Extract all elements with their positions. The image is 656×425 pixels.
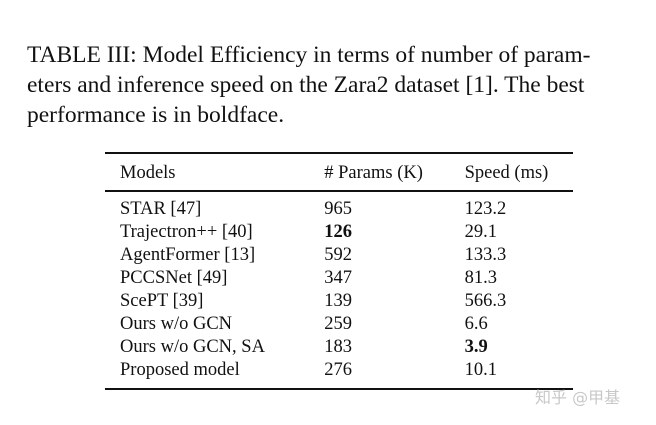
params-value: 259 (324, 313, 352, 334)
caption-line: performance is in boldface. (27, 102, 285, 128)
table-row: Ours w/o GCN 259 6.6 (105, 313, 573, 336)
params-value: 183 (324, 336, 352, 357)
model-name: AgentFormer [13] (120, 244, 256, 265)
efficiency-table: Models # Params (K) Speed (ms) STAR [47]… (105, 152, 573, 390)
column-header-speed: Speed (ms) (464, 163, 549, 183)
table-row: Trajectron++ [40] 126 29.1 (105, 221, 573, 244)
model-name: ScePT [39] (120, 290, 204, 311)
speed-value: 133.3 (464, 244, 507, 265)
bottom-rule (105, 387, 573, 390)
watermark: 知乎 @甲基 (535, 388, 621, 407)
table-row: Proposed model 276 10.1 (105, 359, 573, 382)
model-name: Ours w/o GCN, SA (120, 336, 265, 357)
model-name: Ours w/o GCN (120, 313, 233, 334)
caption-line: TABLE III: Model Efficiency in terms of … (27, 42, 591, 68)
model-name: Trajectron++ [40] (120, 221, 253, 242)
model-name: Proposed model (120, 359, 240, 380)
table-row: ScePT [39] 139 566.3 (105, 290, 573, 313)
speed-value-best: 3.9 (464, 336, 488, 357)
model-name: PCCSNet [49] (120, 267, 228, 288)
column-header-params: # Params (K) (324, 163, 423, 183)
speed-value: 81.3 (464, 267, 497, 288)
speed-value: 10.1 (464, 359, 497, 380)
params-value: 139 (324, 290, 352, 311)
speed-value: 6.6 (464, 313, 488, 334)
caption-line: eters and inference speed on the Zara2 d… (27, 72, 585, 98)
header-rule (105, 190, 573, 192)
table-row: PCCSNet [49] 347 81.3 (105, 267, 573, 290)
speed-value: 123.2 (464, 198, 507, 219)
top-rule (105, 152, 573, 154)
params-value: 276 (324, 359, 352, 380)
table-caption: TABLE III: Model Efficiency in terms of … (27, 40, 656, 130)
table-row: STAR [47] 965 123.2 (105, 198, 573, 221)
table-row: Ours w/o GCN, SA 183 3.9 (105, 336, 573, 359)
params-value: 592 (324, 244, 352, 265)
params-value: 347 (324, 267, 352, 288)
table-row: AgentFormer [13] 592 133.3 (105, 244, 573, 267)
table-header-row: Models # Params (K) Speed (ms) (105, 154, 573, 190)
params-value-best: 126 (324, 221, 352, 242)
speed-value: 566.3 (464, 290, 507, 311)
model-name: STAR [47] (120, 198, 202, 219)
column-header-models: Models (120, 163, 176, 183)
params-value: 965 (324, 198, 352, 219)
speed-value: 29.1 (464, 221, 497, 242)
